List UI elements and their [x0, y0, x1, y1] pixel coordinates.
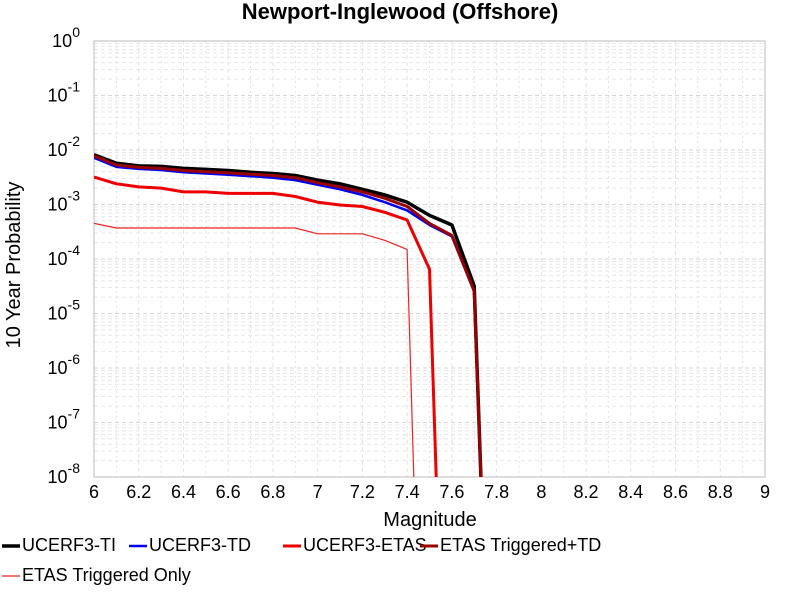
x-tick-label: 6	[89, 482, 99, 502]
x-tick-label: 8.8	[708, 482, 733, 502]
y-tick-exponent: -4	[68, 242, 81, 258]
x-tick-label: 9	[760, 482, 770, 502]
x-axis-ticks: 6 6.2 6.4 6.6 6.8 7 7.2 7.4 7.6 7.8 8 8.2 8.4 8.6 8.8 9	[89, 482, 770, 502]
legend: UCERF3-TI UCERF3-TD UCERF3-ETAS ETAS Trigge…	[2, 535, 601, 585]
series-line-etas-triggered-td	[94, 154, 483, 478]
plot-frame	[93, 40, 766, 478]
x-tick-label: 8.6	[663, 482, 688, 502]
y-tick-exponent: -6	[68, 351, 81, 367]
y-tick-label: 10-4	[48, 242, 81, 269]
y-tick-label: 10-2	[48, 133, 81, 160]
series-line-ucerf3-td	[94, 156, 483, 478]
x-tick-label: 6.2	[126, 482, 151, 502]
legend-label-ucerf3-ti: UCERF3-TI	[22, 535, 116, 555]
x-tick-label: 6.4	[171, 482, 196, 502]
y-tick-base: 10	[48, 413, 68, 433]
y-tick-exponent: 0	[72, 24, 80, 40]
x-tick-label: 7.6	[439, 482, 464, 502]
legend-label-etas-triggered-only: ETAS Triggered Only	[22, 565, 191, 585]
grid	[93, 40, 766, 478]
x-tick-label: 8	[536, 482, 546, 502]
y-tick-base: 10	[48, 358, 68, 378]
y-tick-base: 10	[48, 304, 68, 324]
y-tick-exponent: -2	[68, 133, 81, 149]
y-tick-base: 10	[48, 249, 68, 269]
y-tick-exponent: -3	[68, 188, 81, 204]
y-tick-label: 10-5	[48, 297, 81, 324]
y-axis-label: 10 Year Probability	[3, 182, 25, 349]
y-tick-base: 10	[48, 467, 68, 487]
y-tick-label: 10-6	[48, 351, 81, 378]
x-axis-label: Magnitude	[383, 509, 476, 531]
y-tick-base: 10	[48, 86, 68, 106]
y-tick-label: 10-8	[48, 460, 81, 487]
y-tick-exponent: -7	[68, 406, 81, 422]
series-line-etas-triggered-only	[94, 222, 415, 478]
x-tick-label: 8.2	[574, 482, 599, 502]
series-line-ucerf3-ti	[94, 153, 483, 478]
x-tick-label: 7.2	[350, 482, 375, 502]
chart-title: Newport-Inglewood (Offshore)	[242, 0, 559, 24]
y-tick-base: 10	[52, 31, 72, 51]
y-tick-base: 10	[48, 140, 68, 160]
x-tick-label: 7.4	[395, 482, 420, 502]
x-tick-label: 6.8	[260, 482, 285, 502]
y-tick-base: 10	[48, 195, 68, 215]
y-tick-exponent: -8	[68, 460, 81, 476]
y-tick-label: 10-7	[48, 406, 81, 433]
x-tick-label: 8.4	[618, 482, 643, 502]
x-tick-label: 6.6	[216, 482, 241, 502]
y-tick-exponent: -5	[68, 297, 81, 313]
y-tick-label: 100	[52, 24, 80, 51]
y-tick-label: 10-1	[48, 79, 81, 106]
series-line-ucerf3-etas	[94, 175, 438, 478]
x-tick-label: 7.8	[484, 482, 509, 502]
legend-label-etas-triggered-td: ETAS Triggered+TD	[440, 535, 601, 555]
x-tick-label: 7	[313, 482, 323, 502]
series-lines	[94, 153, 483, 478]
y-tick-label: 10-3	[48, 188, 81, 215]
legend-label-ucerf3-td: UCERF3-TD	[149, 535, 251, 555]
y-tick-exponent: -1	[68, 79, 81, 95]
legend-label-ucerf3-etas: UCERF3-ETAS	[303, 535, 427, 555]
